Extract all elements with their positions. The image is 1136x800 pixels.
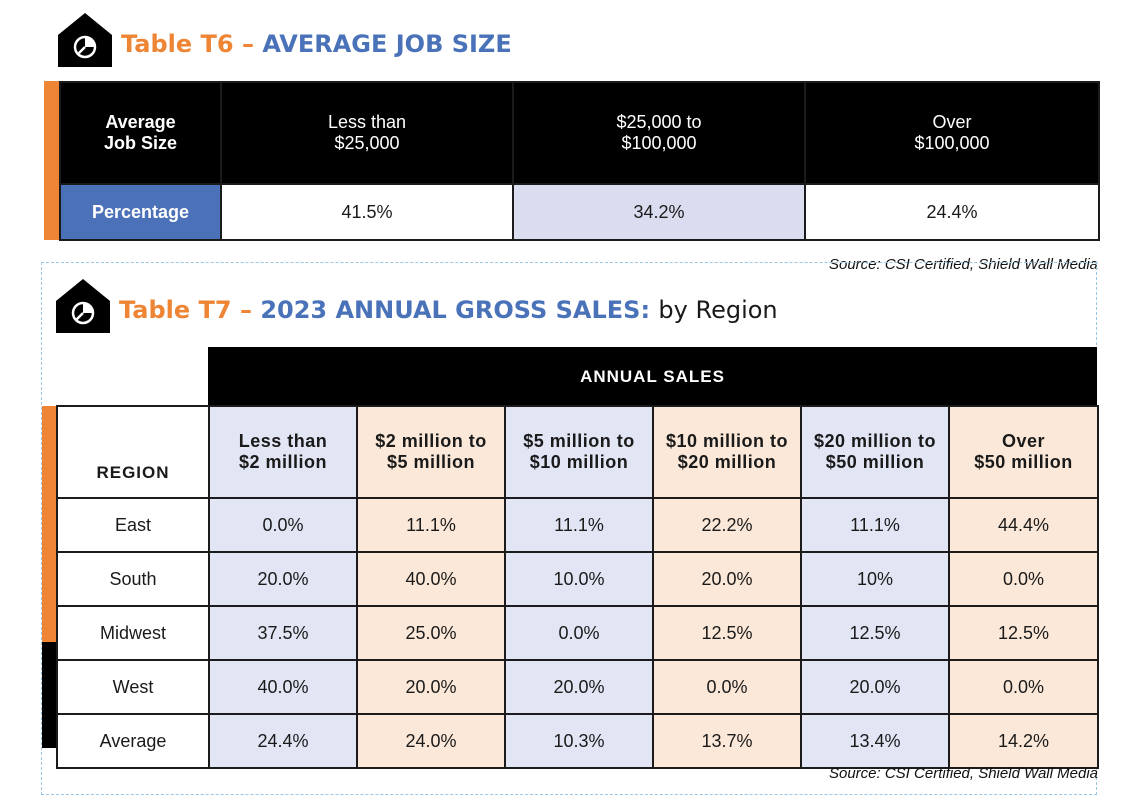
t7-value-cell: 11.1% [504,497,654,553]
t7-value-cell: 10% [800,551,950,607]
t7-value-cell: 12.5% [948,605,1099,661]
t7-col-header-line1: Less than [238,431,328,451]
house-pie-chart-icon [58,13,112,67]
t7-value-cell: 20.0% [356,659,506,715]
t6-value-cell: 34.2% [512,183,806,241]
t7-title-main: 2023 ANNUAL GROSS SALES: [260,296,651,324]
t7-title-number: Table T7 [119,296,232,324]
t7-value-cell: 24.0% [356,713,506,769]
t7-col-header-line2: $20 million [677,452,777,472]
t7-col-header-line1: $5 million to [523,431,635,451]
t6-col-header: Over $100,000 [804,81,1100,185]
t7-title-dash: – [239,296,252,324]
t6-value-cell: 24.4% [804,183,1100,241]
t7-region-header: REGION [56,405,210,499]
t7-col-header-line2: $5 million [386,452,476,472]
t7-col-header-line2: $2 million [238,452,328,472]
t7-value-cell: 13.7% [652,713,802,769]
t6-col-header-line2: $100,000 [621,133,697,153]
t6-col-header-line1: Over [932,112,972,132]
t6-title-main: AVERAGE JOB SIZE [262,30,512,58]
t7-value-cell: 0.0% [948,659,1099,715]
t7-value-cell: 20.0% [652,551,802,607]
t7-value-cell: 0.0% [504,605,654,661]
t7-row-average: Average 24.4% 24.0% 10.3% 13.7% 13.4% 14… [56,713,1099,769]
t7-col-header-line2: $10 million [529,452,629,472]
t6-row-header-line2: Job Size [103,133,178,153]
t7-col-header: Less than $2 million [208,405,358,499]
t6-col-header-line1: $25,000 to [616,112,702,132]
t7-value-cell: 20.0% [800,659,950,715]
t6-col-header-line1: Less than [327,112,407,132]
t7-value-cell: 11.1% [800,497,950,553]
t7-source-note: Source: CSI Certified, Shield Wall Media [828,765,1098,782]
t7-region-cell: West [56,659,210,715]
t7-value-cell: 22.2% [652,497,802,553]
t6-title-number: Table T6 [121,30,234,58]
t6-title: Table T6 – AVERAGE JOB SIZE [121,30,512,58]
t7-value-cell: 13.4% [800,713,950,769]
t6-row-header: Average Job Size [59,81,222,185]
t7-col-header-line1: $2 million to [375,431,487,451]
t7-region-cell: Average [56,713,210,769]
t6-col-header: $25,000 to $100,000 [512,81,806,185]
t7-value-cell: 20.0% [504,659,654,715]
t7-header-row: REGION Less than $2 million $2 million t… [56,405,1099,499]
t7-region-cell: Midwest [56,605,210,661]
t6-col-header-line2: $100,000 [914,133,990,153]
t7-value-cell: 10.3% [504,713,654,769]
t6-row-header-line1: Average [105,112,176,132]
house-pie-chart-icon [56,279,110,333]
t7-accent-bar-black [42,642,56,748]
t7-col-header-line2: $50 million [974,452,1073,472]
t7-row-south: South 20.0% 40.0% 10.0% 20.0% 10% 0.0% [56,551,1099,607]
t7-annual-sales-header: ANNUAL SALES [208,347,1097,406]
t6-title-dash: – [241,30,254,58]
t6-source-note: Source: CSI Certified, Shield Wall Media [828,256,1098,273]
t7-row-west: West 40.0% 20.0% 20.0% 0.0% 20.0% 0.0% [56,659,1099,715]
t6-table: Average Job Size Less than $25,000 $25,0… [59,81,1100,241]
t7-region-cell: East [56,497,210,553]
t7-col-header-line2: $50 million [825,452,925,472]
t7-value-cell: 25.0% [356,605,506,661]
t6-data-row: Percentage 41.5% 34.2% 24.4% [59,183,1100,241]
t7-value-cell: 14.2% [948,713,1099,769]
t7-col-header: $5 million to $10 million [504,405,654,499]
t7-region-cell: South [56,551,210,607]
t7-value-cell: 24.4% [208,713,358,769]
t6-col-header: Less than $25,000 [220,81,514,185]
t7-value-cell: 0.0% [652,659,802,715]
t7-row-midwest: Midwest 37.5% 25.0% 0.0% 12.5% 12.5% 12.… [56,605,1099,661]
t7-value-cell: 37.5% [208,605,358,661]
t7-value-cell: 0.0% [208,497,358,553]
t7-title-suffix: by Region [658,296,778,324]
t7-value-cell: 44.4% [948,497,1099,553]
t7-value-cell: 11.1% [356,497,506,553]
t7-col-header-line1: Over [1001,431,1046,451]
t7-col-header-line1: $10 million to [665,431,789,451]
t7-value-cell: 12.5% [652,605,802,661]
t6-header-row: Average Job Size Less than $25,000 $25,0… [59,81,1100,185]
t7-value-cell: 40.0% [356,551,506,607]
t7-row-east: East 0.0% 11.1% 11.1% 22.2% 11.1% 44.4% [56,497,1099,553]
t7-table: REGION Less than $2 million $2 million t… [56,405,1099,769]
t7-value-cell: 12.5% [800,605,950,661]
t7-col-header: $2 million to $5 million [356,405,506,499]
t7-value-cell: 20.0% [208,551,358,607]
t7-accent-bar-orange [42,406,56,642]
t7-value-cell: 10.0% [504,551,654,607]
t7-col-header: $20 million to $50 million [800,405,950,499]
t7-col-header: $10 million to $20 million [652,405,802,499]
t7-col-header: Over $50 million [948,405,1099,499]
t7-value-cell: 0.0% [948,551,1099,607]
t6-percentage-label: Percentage [59,183,222,241]
t7-value-cell: 40.0% [208,659,358,715]
t7-title: Table T7 – 2023 ANNUAL GROSS SALES: by R… [119,296,778,324]
t7-col-header-line1: $20 million to [813,431,937,451]
t6-accent-bar [44,81,59,240]
t6-value-cell: 41.5% [220,183,514,241]
t6-col-header-line2: $25,000 [334,133,400,153]
